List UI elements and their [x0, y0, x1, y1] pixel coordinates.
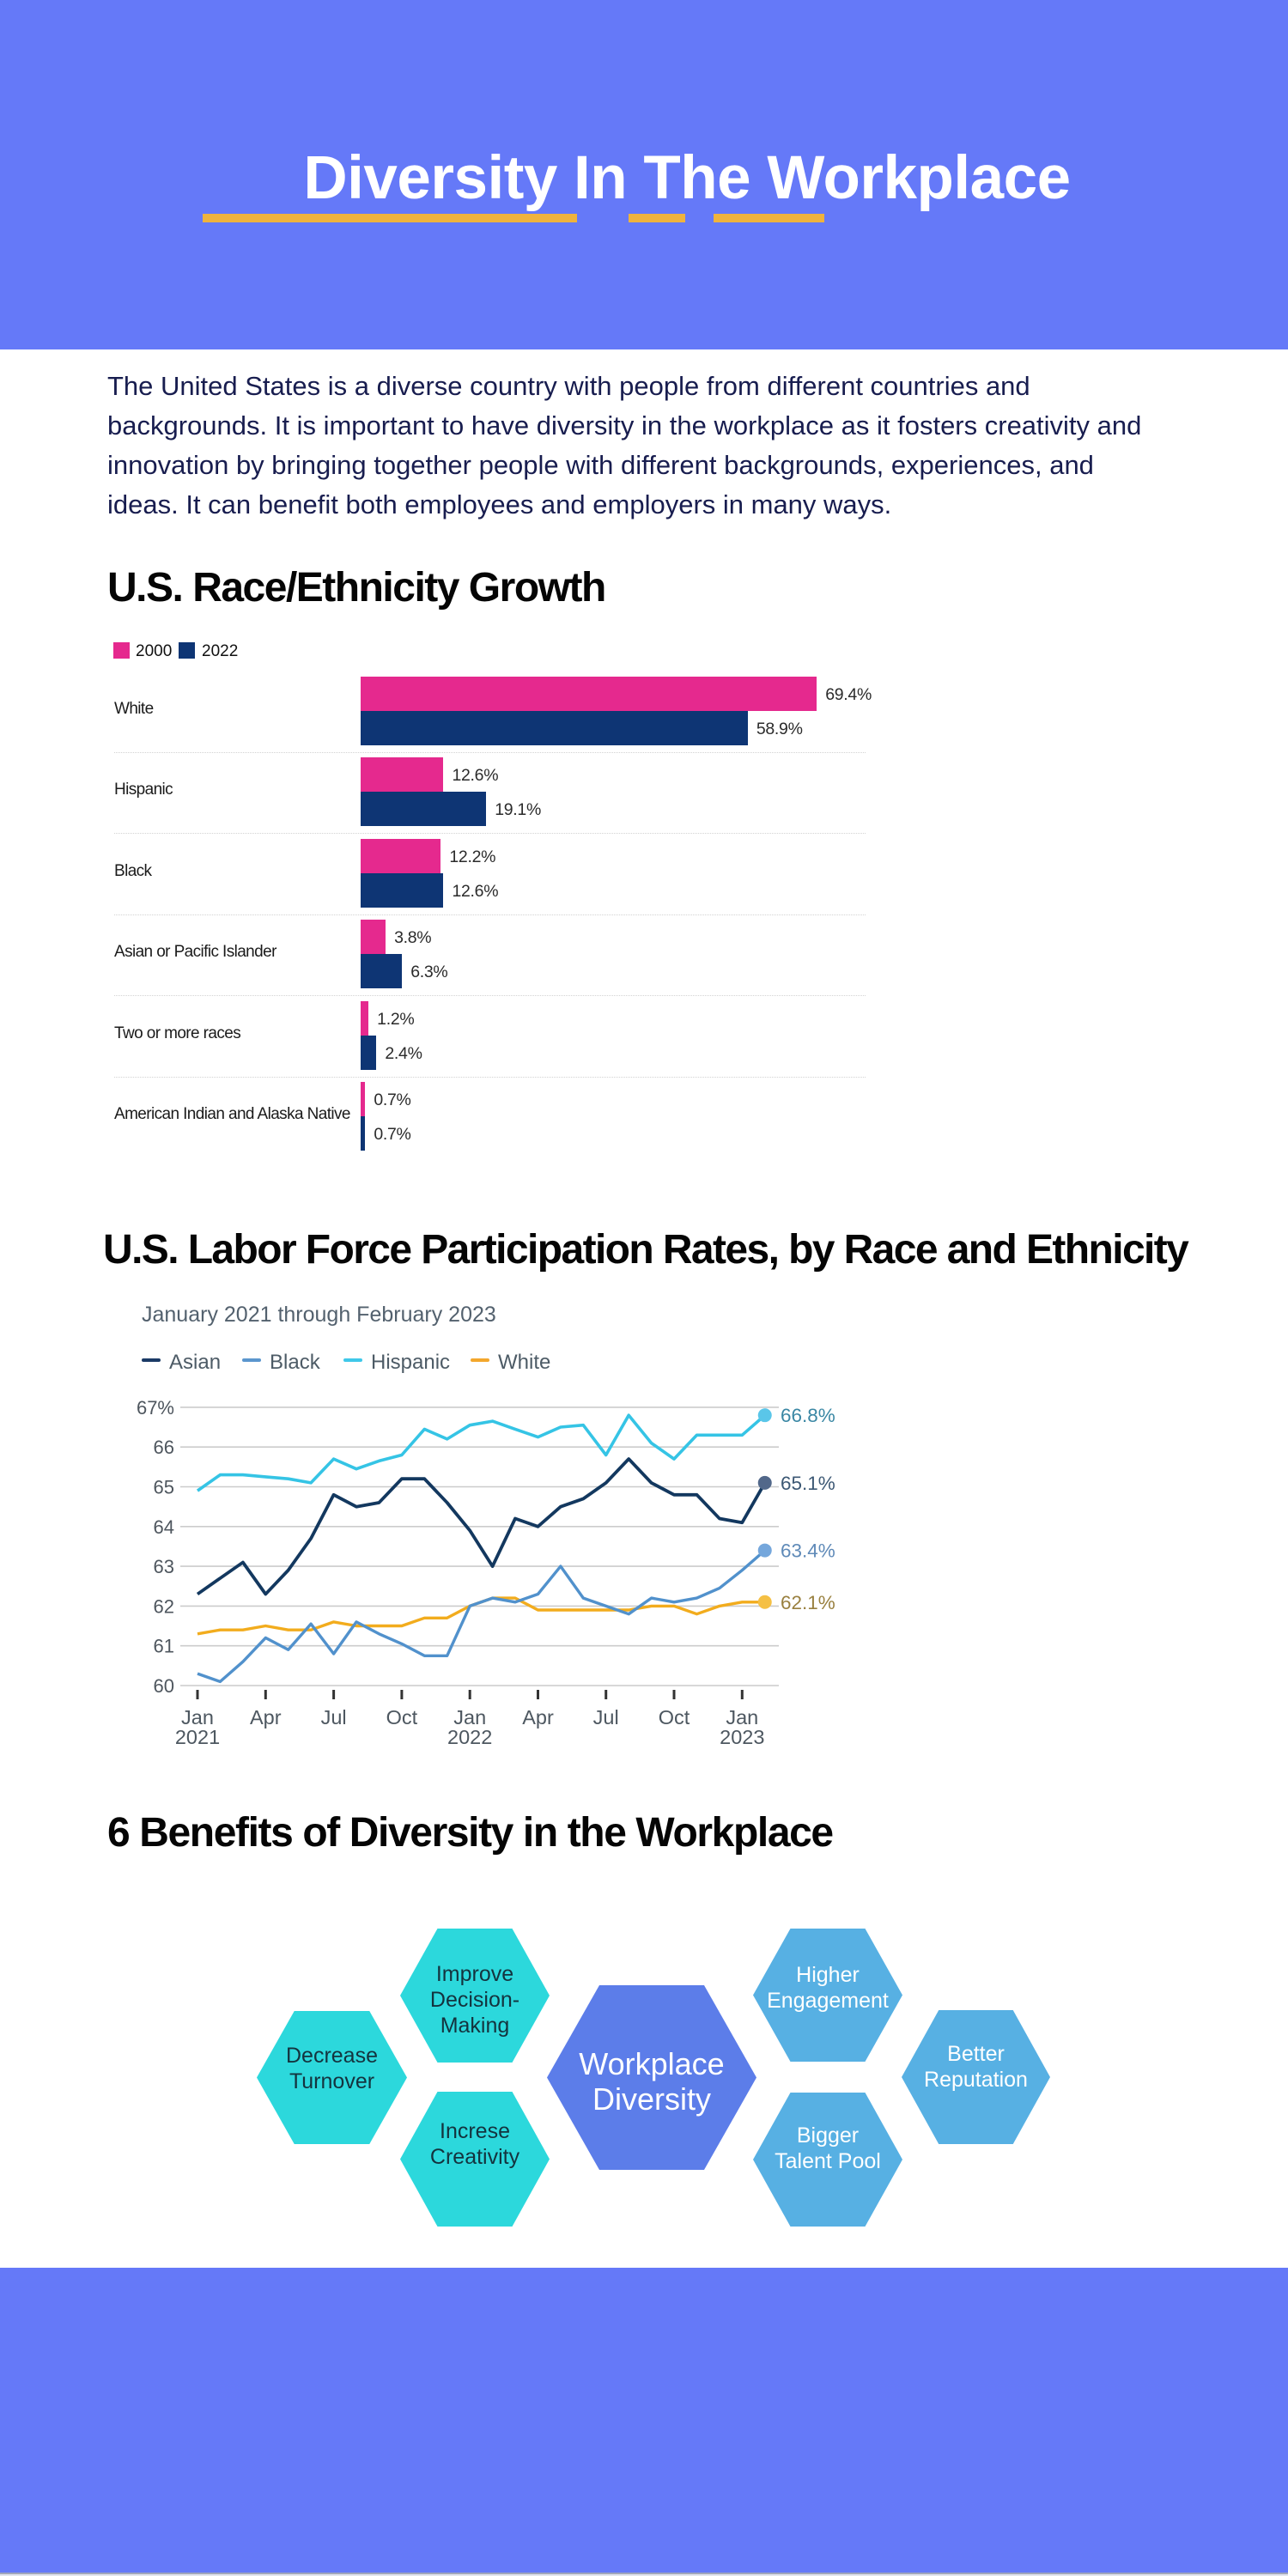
svg-text:65: 65 [154, 1477, 174, 1498]
svg-text:January 2021 through February: January 2021 through February 2023 [142, 1303, 496, 1327]
svg-text:2021: 2021 [175, 1726, 220, 1748]
svg-text:Jan: Jan [181, 1706, 214, 1728]
svg-text:62.1%: 62.1% [781, 1592, 835, 1613]
svg-text:White: White [498, 1351, 550, 1374]
svg-text:61: 61 [154, 1636, 174, 1657]
svg-text:66: 66 [154, 1437, 174, 1458]
svg-text:Oct: Oct [659, 1706, 690, 1728]
svg-text:2022: 2022 [447, 1726, 492, 1748]
svg-text:Jul: Jul [593, 1706, 619, 1728]
svg-text:Jul: Jul [321, 1706, 347, 1728]
svg-text:66.8%: 66.8% [781, 1405, 835, 1426]
svg-text:Oct: Oct [386, 1706, 418, 1728]
svg-text:64: 64 [154, 1516, 174, 1538]
svg-text:60: 60 [154, 1675, 174, 1697]
svg-text:63.4%: 63.4% [781, 1540, 835, 1562]
svg-text:65.1%: 65.1% [781, 1473, 835, 1494]
svg-text:Apr: Apr [250, 1706, 282, 1728]
svg-text:67%: 67% [137, 1397, 174, 1419]
svg-text:Jan: Jan [453, 1706, 486, 1728]
svg-text:Asian: Asian [169, 1351, 221, 1374]
svg-text:62: 62 [154, 1595, 174, 1617]
svg-text:Hispanic: Hispanic [371, 1351, 450, 1374]
svg-text:Black: Black [270, 1351, 321, 1374]
svg-text:Jan: Jan [726, 1706, 758, 1728]
svg-text:2023: 2023 [720, 1726, 764, 1748]
svg-text:63: 63 [154, 1556, 174, 1577]
svg-text:Apr: Apr [522, 1706, 554, 1728]
